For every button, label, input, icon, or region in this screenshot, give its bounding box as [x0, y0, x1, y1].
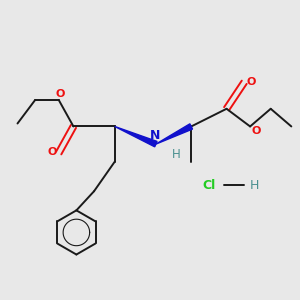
- Text: O: O: [251, 126, 261, 136]
- Text: N: N: [150, 129, 160, 142]
- Text: Cl: Cl: [202, 179, 215, 192]
- Polygon shape: [115, 126, 157, 147]
- Text: O: O: [48, 147, 57, 158]
- Text: O: O: [56, 89, 65, 99]
- Polygon shape: [156, 124, 193, 144]
- Text: H: H: [172, 148, 181, 161]
- Text: H: H: [250, 179, 259, 192]
- Text: O: O: [247, 77, 256, 87]
